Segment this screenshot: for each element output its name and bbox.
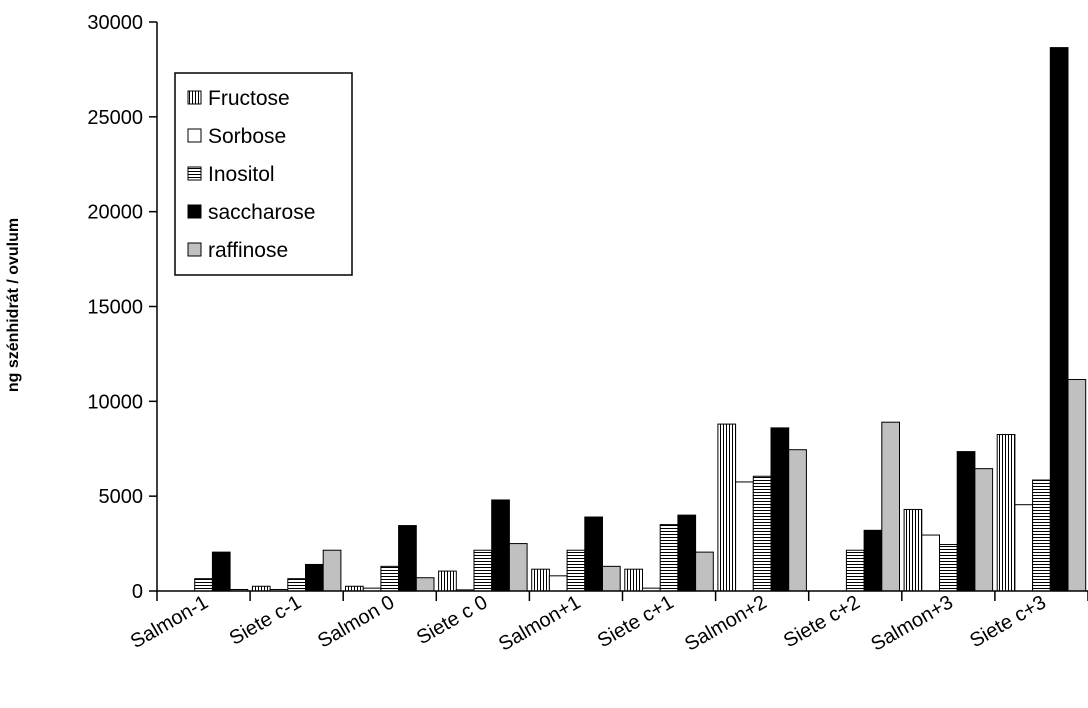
bar-raffinose-6	[788, 449, 807, 592]
bar-inositol-1	[287, 578, 307, 592]
bar-saccharose-2	[398, 525, 417, 592]
x-tick-label: Salmon+2	[681, 591, 770, 655]
y-tick-label: 10000	[87, 391, 143, 413]
x-tick-label: Siete c 0	[413, 591, 491, 649]
bar-inositol-9	[1032, 479, 1051, 592]
legend-swatch-inositol	[187, 166, 202, 181]
bar-raffinose-9	[1067, 379, 1087, 592]
legend-swatch-saccharose	[187, 204, 202, 219]
bar-saccharose-9	[1049, 47, 1069, 592]
bar-raffinose-7	[881, 421, 901, 592]
x-tick-label: Siete c-1	[226, 591, 305, 650]
bar-saccharose-4	[584, 516, 604, 592]
bar-saccharose-5	[677, 514, 697, 592]
y-tick-label: 0	[132, 581, 143, 603]
bar-saccharose-3	[491, 499, 510, 592]
y-tick-label: 5000	[99, 486, 144, 508]
x-tick-label: Siete c+3	[966, 591, 1050, 652]
legend-label-saccharose: saccharose	[208, 201, 315, 224]
bar-saccharose-6	[770, 427, 790, 592]
bar-fructose-5	[624, 568, 643, 592]
legend-swatch-raffinose	[187, 242, 202, 257]
bar-inositol-3	[473, 549, 493, 592]
bar-raffinose-5	[695, 551, 714, 592]
bar-inositol-0	[194, 578, 213, 592]
bar-sorbose-9	[1014, 504, 1034, 592]
bar-sorbose-4	[548, 575, 568, 592]
bar-sorbose-8	[921, 534, 940, 592]
legend-swatch-sorbose	[187, 128, 202, 143]
bar-inositol-6	[752, 475, 772, 592]
legend-label-fructose: Fructose	[208, 87, 290, 110]
bar-raffinose-2	[415, 577, 435, 592]
legend-label-raffinose: raffinose	[208, 239, 288, 262]
bar-raffinose-4	[602, 565, 621, 592]
bar-saccharose-7	[863, 529, 883, 592]
legend-swatch-fructose	[187, 90, 202, 105]
bar-saccharose-0	[211, 551, 231, 592]
bar-fructose-3	[438, 570, 457, 592]
bar-fructose-6	[717, 423, 737, 592]
bar-fructose-9	[996, 434, 1016, 592]
y-tick-label: 20000	[87, 202, 143, 224]
legend-label-sorbose: Sorbose	[208, 125, 286, 148]
bar-fructose-4	[531, 568, 550, 592]
bar-raffinose-8	[974, 468, 994, 592]
x-axis-ticks: Salmon-1 Siete c-1 Salmon 0 Siete c 0 Salmon…	[127, 591, 1088, 656]
legend-label-inositol: Inositol	[208, 163, 275, 186]
y-axis-title: ng szénhidrát / ovulum	[5, 218, 22, 392]
bar-inositol-5	[659, 524, 679, 592]
x-tick-label: Salmon+1	[495, 591, 584, 655]
bar-inositol-8	[938, 544, 958, 592]
legend: Fructose Sorbose Inositol saccharose raffino…	[174, 72, 353, 276]
bar-fructose-8	[903, 508, 923, 592]
y-tick-label: 15000	[87, 297, 143, 319]
bar-saccharose-8	[956, 451, 976, 592]
y-axis-ticks: 0 5000 10000 15000 20000 25000 30000	[87, 12, 157, 603]
bar-inositol-7	[845, 549, 865, 592]
bar-raffinose-1	[322, 549, 342, 592]
legend-box	[174, 72, 353, 276]
y-tick-label: 25000	[87, 107, 143, 129]
x-tick-label: Salmon 0	[314, 591, 398, 652]
bar-sorbose-6	[735, 481, 754, 592]
bar-inositol-2	[380, 565, 400, 592]
y-tick-label: 30000	[87, 12, 143, 34]
x-tick-label: Siete c+1	[594, 591, 678, 652]
bar-inositol-4	[566, 549, 586, 592]
x-tick-label: Salmon+3	[867, 591, 956, 655]
bars-group	[194, 47, 1087, 592]
bar-raffinose-3	[508, 543, 528, 592]
bar-saccharose-1	[305, 563, 324, 592]
x-tick-label: Siete c+2	[780, 591, 864, 652]
